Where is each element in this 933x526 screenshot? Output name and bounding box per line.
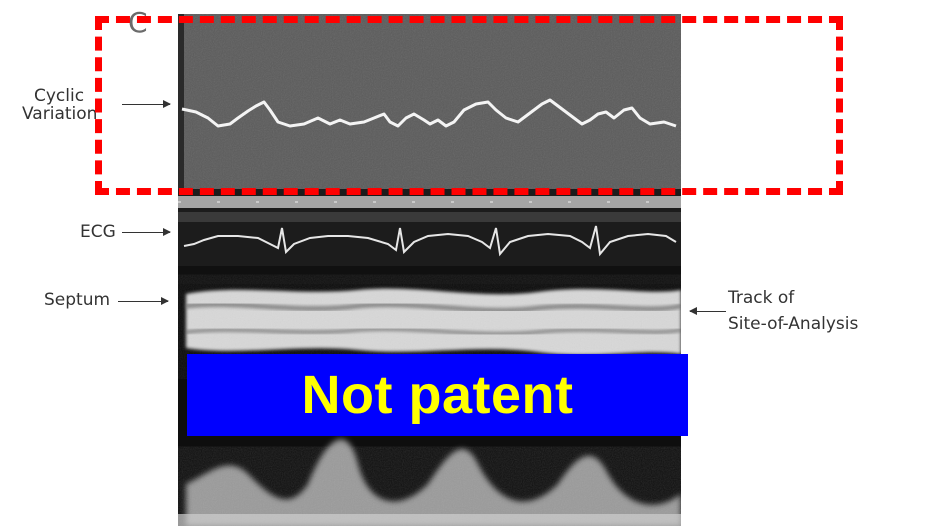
track-arrow xyxy=(689,307,726,315)
variation-label: Variation xyxy=(22,104,98,124)
ecg-arrow xyxy=(122,228,171,236)
highlight-box xyxy=(95,16,843,195)
cyclic-label: Cyclic xyxy=(34,86,85,106)
septum-label: Septum xyxy=(44,290,111,310)
not-patent-stamp: Not patent xyxy=(187,354,688,436)
track-label-line2: Site-of-Analysis xyxy=(728,314,859,334)
track-label-line1: Track of xyxy=(728,288,795,308)
cyclic-variation-arrow xyxy=(122,100,171,108)
ecg-label: ECG xyxy=(80,222,116,242)
septum-arrow xyxy=(118,297,169,305)
